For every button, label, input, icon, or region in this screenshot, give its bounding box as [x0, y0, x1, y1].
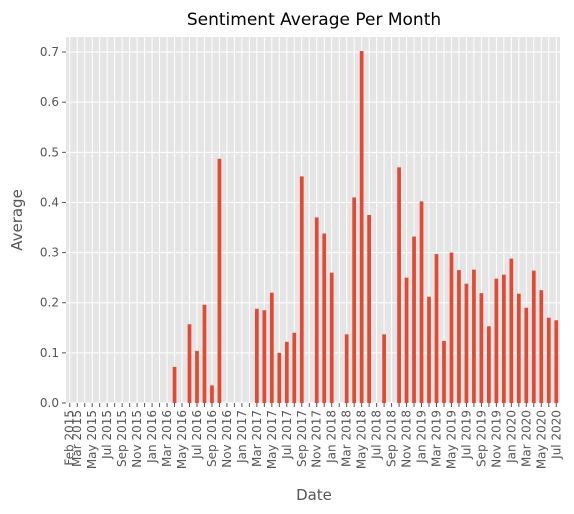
y-tick-label: 0.2 — [40, 296, 59, 310]
bar — [329, 272, 334, 403]
bar — [501, 274, 506, 403]
y-tick-label: 0.5 — [40, 145, 59, 159]
x-tick-label: May 2019 — [444, 410, 458, 469]
x-tick-label: Mar 2019 — [430, 410, 444, 467]
bar — [269, 292, 274, 403]
bar — [397, 167, 401, 403]
bar — [314, 217, 319, 403]
bar — [472, 269, 476, 403]
x-tick-label: Sep 2015 — [115, 410, 129, 467]
x-tick-label: Sep 2016 — [205, 410, 219, 467]
bar — [554, 320, 559, 403]
y-tick-label: 0.6 — [40, 95, 59, 109]
bar — [172, 366, 177, 403]
x-tick-label: Nov 2016 — [220, 410, 234, 468]
bar — [382, 334, 386, 403]
bar — [531, 270, 536, 403]
x-tick-label: Nov 2018 — [400, 410, 414, 468]
bar — [464, 283, 469, 403]
x-tick-label: Mar 2016 — [160, 410, 174, 467]
bar — [419, 201, 424, 403]
x-tick-label: May 2017 — [265, 410, 279, 469]
bar — [509, 258, 514, 403]
x-tick-label: Sep 2017 — [295, 410, 309, 467]
x-tick-label: Sep 2018 — [385, 410, 399, 467]
bar — [457, 270, 461, 403]
x-tick-label: Mar 2018 — [340, 410, 354, 467]
bar — [412, 236, 416, 403]
y-tick-label: 0.4 — [40, 195, 59, 209]
bar — [367, 214, 372, 403]
x-tick-label: Nov 2017 — [310, 410, 324, 468]
x-tick-label: Jan 2018 — [325, 410, 339, 464]
plot-area — [66, 37, 560, 403]
bar — [262, 310, 267, 403]
x-tick-label: Jan 2016 — [145, 410, 159, 464]
y-tick-label: 0.3 — [40, 246, 59, 260]
bar — [442, 340, 446, 403]
y-axis-ticks: 0.0 0.1 0.2 0.3 0.4 0.5 0.6 0.7 — [40, 45, 66, 410]
bar — [217, 158, 222, 403]
x-tick-label: Jul 2020 — [549, 410, 563, 460]
x-tick-label: May 2015 — [85, 410, 99, 469]
bar — [546, 317, 551, 403]
y-tick-label: 0.7 — [40, 45, 59, 59]
bar — [516, 293, 521, 403]
bar — [210, 385, 214, 403]
y-axis-title: Average — [8, 189, 26, 251]
x-tick-label: Jul 2016 — [190, 410, 204, 460]
bar — [404, 277, 409, 403]
bar — [254, 308, 259, 403]
x-tick-label: Mar 2020 — [519, 410, 533, 467]
chart-title: Sentiment Average Per Month — [187, 10, 441, 30]
bar — [202, 304, 207, 403]
x-tick-label: Jul 2019 — [459, 410, 473, 460]
bar — [524, 307, 529, 403]
bar — [352, 197, 357, 403]
bar — [427, 296, 431, 403]
bar — [299, 176, 304, 403]
x-tick-label: Jan 2017 — [235, 410, 249, 464]
x-axis-title: Date — [296, 486, 332, 504]
bar — [359, 51, 364, 403]
bar — [344, 334, 349, 403]
x-tick-label: Mar 2015 — [70, 410, 84, 467]
x-tick-label: Nov 2019 — [489, 410, 503, 468]
bar — [292, 332, 297, 403]
x-tick-label: Jan 2020 — [504, 410, 518, 464]
x-tick-label: Mar 2017 — [250, 410, 264, 467]
bar — [494, 278, 499, 403]
x-tick-label: Jul 2015 — [100, 410, 114, 460]
bar — [449, 252, 454, 403]
y-tick-label: 0.1 — [40, 346, 59, 360]
bar — [487, 326, 491, 403]
bar — [479, 293, 484, 403]
y-tick-label: 0.0 — [40, 396, 59, 410]
bar — [187, 324, 192, 403]
bar — [434, 254, 439, 403]
x-tick-label: Jul 2018 — [370, 410, 384, 460]
bar — [284, 341, 289, 403]
bar — [277, 352, 282, 403]
bar — [322, 233, 327, 403]
x-tick-label: Jul 2017 — [280, 410, 294, 460]
x-tick-label: May 2020 — [534, 410, 548, 469]
x-tick-label: May 2018 — [355, 410, 369, 469]
bars — [172, 51, 559, 403]
x-tick-label: May 2016 — [175, 410, 189, 469]
bar — [539, 290, 544, 403]
x-tick-label: Nov 2015 — [130, 410, 144, 468]
x-tick-label: Jan 2019 — [415, 410, 429, 464]
bar — [195, 350, 199, 403]
x-tick-label: Sep 2019 — [474, 410, 488, 467]
x-tick-label: Feb 2015 — [63, 410, 77, 466]
